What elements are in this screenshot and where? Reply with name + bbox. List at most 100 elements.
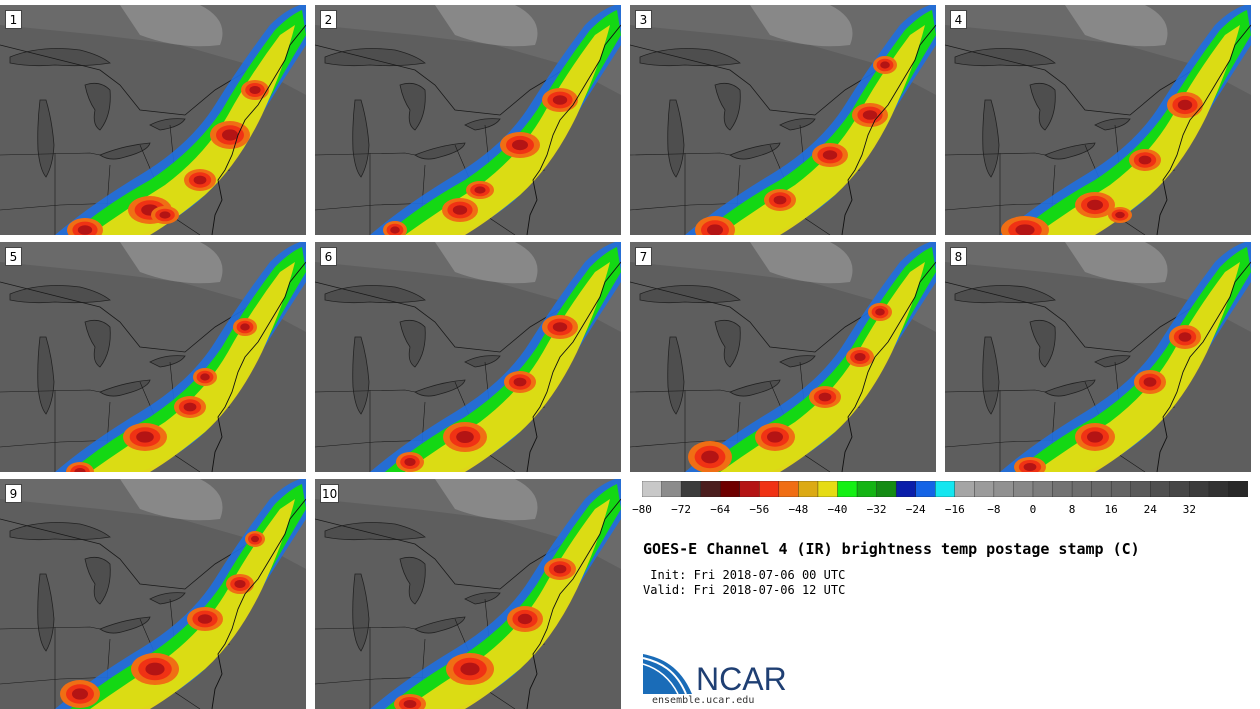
- cloud-band-outer: [370, 5, 621, 235]
- lake-ontario: [464, 118, 501, 131]
- colorbar-bin: [1013, 481, 1034, 497]
- lake-michigan: [982, 99, 1000, 178]
- lake-huron: [399, 556, 426, 605]
- cloud-high-canada: [120, 479, 223, 521]
- cloud-band-outer: [370, 479, 621, 709]
- colorbar-bin: [895, 481, 917, 497]
- panel-number: 3: [635, 10, 652, 29]
- colorbar-tick: −32: [866, 503, 887, 516]
- colorbar-bin: [1208, 481, 1230, 497]
- colorbar-tick: −80: [632, 503, 652, 516]
- colorbar-bin: [798, 481, 819, 497]
- figure-title: GOES-E Channel 4 (IR) brightness temp po…: [643, 540, 1140, 558]
- valid-time: Valid: Fri 2018-07-06 12 UTC: [643, 583, 846, 597]
- colorbar-bin: [817, 481, 839, 497]
- ir-map: [0, 479, 306, 709]
- cloud-band-outer: [685, 5, 936, 235]
- colorbar-tick: 8: [1068, 503, 1076, 516]
- storm-cell: [174, 396, 206, 418]
- cloud-band-yellow: [1035, 25, 1240, 235]
- lake-huron: [84, 556, 111, 605]
- cloud-high-canada: [750, 242, 853, 284]
- lake-superior: [324, 285, 426, 304]
- colorbar-bin: [1110, 481, 1132, 497]
- colorbar-tick: −8: [987, 503, 1001, 516]
- cloud-high-canada: [750, 5, 853, 47]
- lake-ontario: [779, 118, 816, 131]
- storm-cell: [442, 198, 478, 222]
- colorbar-bin: [642, 481, 663, 497]
- lake-michigan: [37, 336, 55, 415]
- lake-ontario: [464, 592, 501, 605]
- lake-superior: [9, 48, 111, 67]
- storm-cell: [809, 386, 841, 408]
- storm-cell: [542, 315, 578, 339]
- lake-ontario: [1094, 355, 1131, 368]
- lake-michigan: [667, 336, 685, 415]
- lake-michigan: [352, 336, 370, 415]
- storm-cell: [131, 653, 179, 685]
- cloud-high-canada: [1065, 5, 1168, 47]
- storm-cell: [245, 531, 265, 547]
- cloud-band-outer: [685, 242, 936, 472]
- storm-cell: [226, 574, 254, 594]
- cloud-high-canada: [1065, 242, 1168, 284]
- storm-cell: [187, 607, 223, 631]
- panel-number: 4: [950, 10, 967, 29]
- storm-cell: [764, 189, 796, 211]
- storm-cell: [184, 169, 216, 191]
- lake-ontario: [149, 355, 186, 368]
- colorbar-tick: 32: [1182, 503, 1196, 516]
- lake-michigan: [352, 99, 370, 178]
- storm-cell: [873, 56, 897, 74]
- colorbar-bin: [1032, 481, 1054, 497]
- lake-huron: [714, 319, 741, 368]
- panel-number: 7: [635, 247, 652, 266]
- storm-cell: [504, 371, 536, 393]
- ir-map: [945, 5, 1251, 235]
- storm-cell: [1167, 92, 1203, 118]
- colorbar-bin: [856, 481, 878, 497]
- coastline: [211, 261, 306, 472]
- lake-ontario: [464, 355, 501, 368]
- cloud-band-outer: [370, 242, 621, 472]
- lake-superior: [954, 48, 1056, 67]
- panel-number: 1: [5, 10, 22, 29]
- lake-superior: [954, 285, 1056, 304]
- cloud-high-canada: [120, 242, 223, 284]
- lake-erie: [414, 616, 466, 634]
- coastline: [1156, 261, 1251, 472]
- cloud-band-yellow: [1035, 262, 1240, 472]
- colorbar-bin: [719, 481, 741, 497]
- ir-map: [315, 479, 621, 709]
- coastline: [526, 24, 621, 235]
- colorbar-tick: 16: [1104, 503, 1118, 516]
- lake-michigan: [352, 573, 370, 652]
- panel-number: 6: [320, 247, 337, 266]
- panel-number: 8: [950, 247, 967, 266]
- cloud-band-yellow: [720, 262, 925, 472]
- coastline: [526, 261, 621, 472]
- panel-number: 9: [5, 484, 22, 503]
- colorbar-bin: [1071, 481, 1093, 497]
- storm-cell: [852, 103, 888, 127]
- storm-cell: [544, 558, 576, 580]
- colorbar-bin: [1169, 481, 1191, 497]
- colorbar-tick: −24: [905, 503, 926, 516]
- ir-map: [315, 5, 621, 235]
- colorbar-bin: [1091, 481, 1112, 497]
- cloud-band-yellow: [90, 262, 295, 472]
- lake-superior: [9, 285, 111, 304]
- colorbar-tick: −72: [671, 503, 692, 516]
- storm-cell: [846, 347, 874, 367]
- storm-cell: [396, 452, 424, 472]
- storm-cell: [1134, 370, 1166, 394]
- lake-erie: [414, 142, 466, 160]
- storm-cell: [443, 422, 487, 452]
- colorbar-tick: −64: [710, 503, 731, 516]
- colorbar-bin: [778, 481, 800, 497]
- storm-cell: [123, 423, 167, 451]
- storm-cell: [688, 441, 732, 472]
- cloud-band-yellow: [405, 25, 610, 235]
- storm-cell: [1169, 325, 1201, 349]
